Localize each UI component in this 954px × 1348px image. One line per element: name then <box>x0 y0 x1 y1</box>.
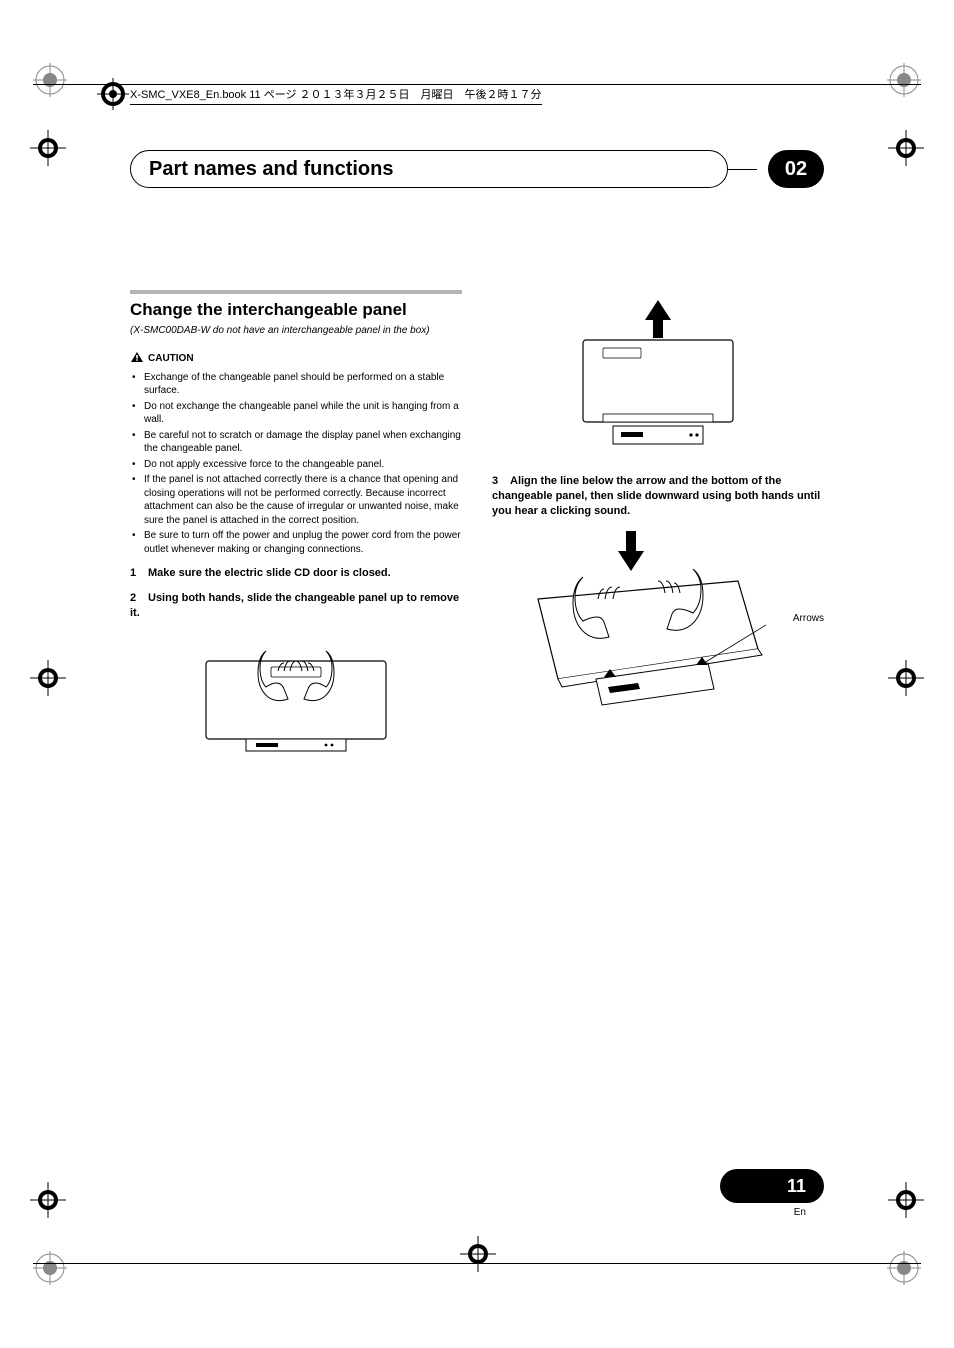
crosshair-right-bottom <box>888 1182 924 1218</box>
crosshair-left-mid <box>30 660 66 696</box>
step-1-text: Make sure the electric slide CD door is … <box>148 567 391 579</box>
step-2: 2Using both hands, slide the changeable … <box>130 591 462 621</box>
caution-item: Do not exchange the changeable panel whi… <box>144 400 462 427</box>
crop-line-bottom <box>33 1263 921 1264</box>
page-number-pill: 11 <box>720 1169 824 1203</box>
caution-icon <box>130 350 144 368</box>
section-heading: Change the interchangeable panel <box>130 300 462 320</box>
target-top-left <box>95 76 131 112</box>
page-body: Part names and functions 02 Change the i… <box>130 150 824 1210</box>
caution-item: Do not apply excessive force to the chan… <box>144 458 462 472</box>
page-lang: En <box>794 1207 806 1218</box>
reg-mark-top-right <box>884 60 924 100</box>
step-3: 3Align the line below the arrow and the … <box>492 474 824 519</box>
section-rule <box>130 290 462 294</box>
caution-item: Exchange of the changeable panel should … <box>144 371 462 398</box>
step-2-text: Using both hands, slide the changeable p… <box>130 592 459 619</box>
step-3-text: Align the line below the arrow and the b… <box>492 475 820 517</box>
caution-header: CAUTION <box>130 350 462 368</box>
crosshair-right-mid <box>888 660 924 696</box>
caution-item: If the panel is not attached correctly t… <box>144 473 462 527</box>
chapter-title-join <box>727 169 757 170</box>
page-number: 11 <box>787 1176 806 1197</box>
arrows-label: Arrows <box>793 613 824 624</box>
figure-attach-panel: Arrows <box>492 529 824 709</box>
crosshair-right-top <box>888 130 924 166</box>
chapter-number: 02 <box>768 150 824 188</box>
model-note: (X-SMC00DAB-W do not have an interchange… <box>130 324 462 338</box>
reg-mark-bottom-left <box>30 1248 70 1288</box>
figure-lift-panel <box>492 298 824 458</box>
book-meta-line: X-SMC_VXE8_En.book 11 ページ ２０１３年３月２５日 月曜日… <box>130 88 542 105</box>
caution-item: Be sure to turn off the power and unplug… <box>144 529 462 556</box>
right-column: 3Align the line below the arrow and the … <box>492 290 824 777</box>
reg-mark-bottom-right <box>884 1248 924 1288</box>
crosshair-bottom-center <box>460 1236 496 1272</box>
caution-item: Be careful not to scratch or damage the … <box>144 429 462 456</box>
step-1: 1Make sure the electric slide CD door is… <box>130 566 462 581</box>
reg-mark-top-left <box>30 60 70 100</box>
chapter-title-row: Part names and functions 02 <box>130 150 824 188</box>
crosshair-left-top <box>30 130 66 166</box>
caution-label: CAUTION <box>148 353 194 364</box>
figure-remove-panel <box>130 631 462 761</box>
left-column: Change the interchangeable panel (X-SMC0… <box>130 290 462 777</box>
crosshair-left-bottom <box>30 1182 66 1218</box>
chapter-title: Part names and functions <box>130 150 728 188</box>
caution-list: Exchange of the changeable panel should … <box>130 371 462 557</box>
crop-line-top <box>33 84 921 85</box>
